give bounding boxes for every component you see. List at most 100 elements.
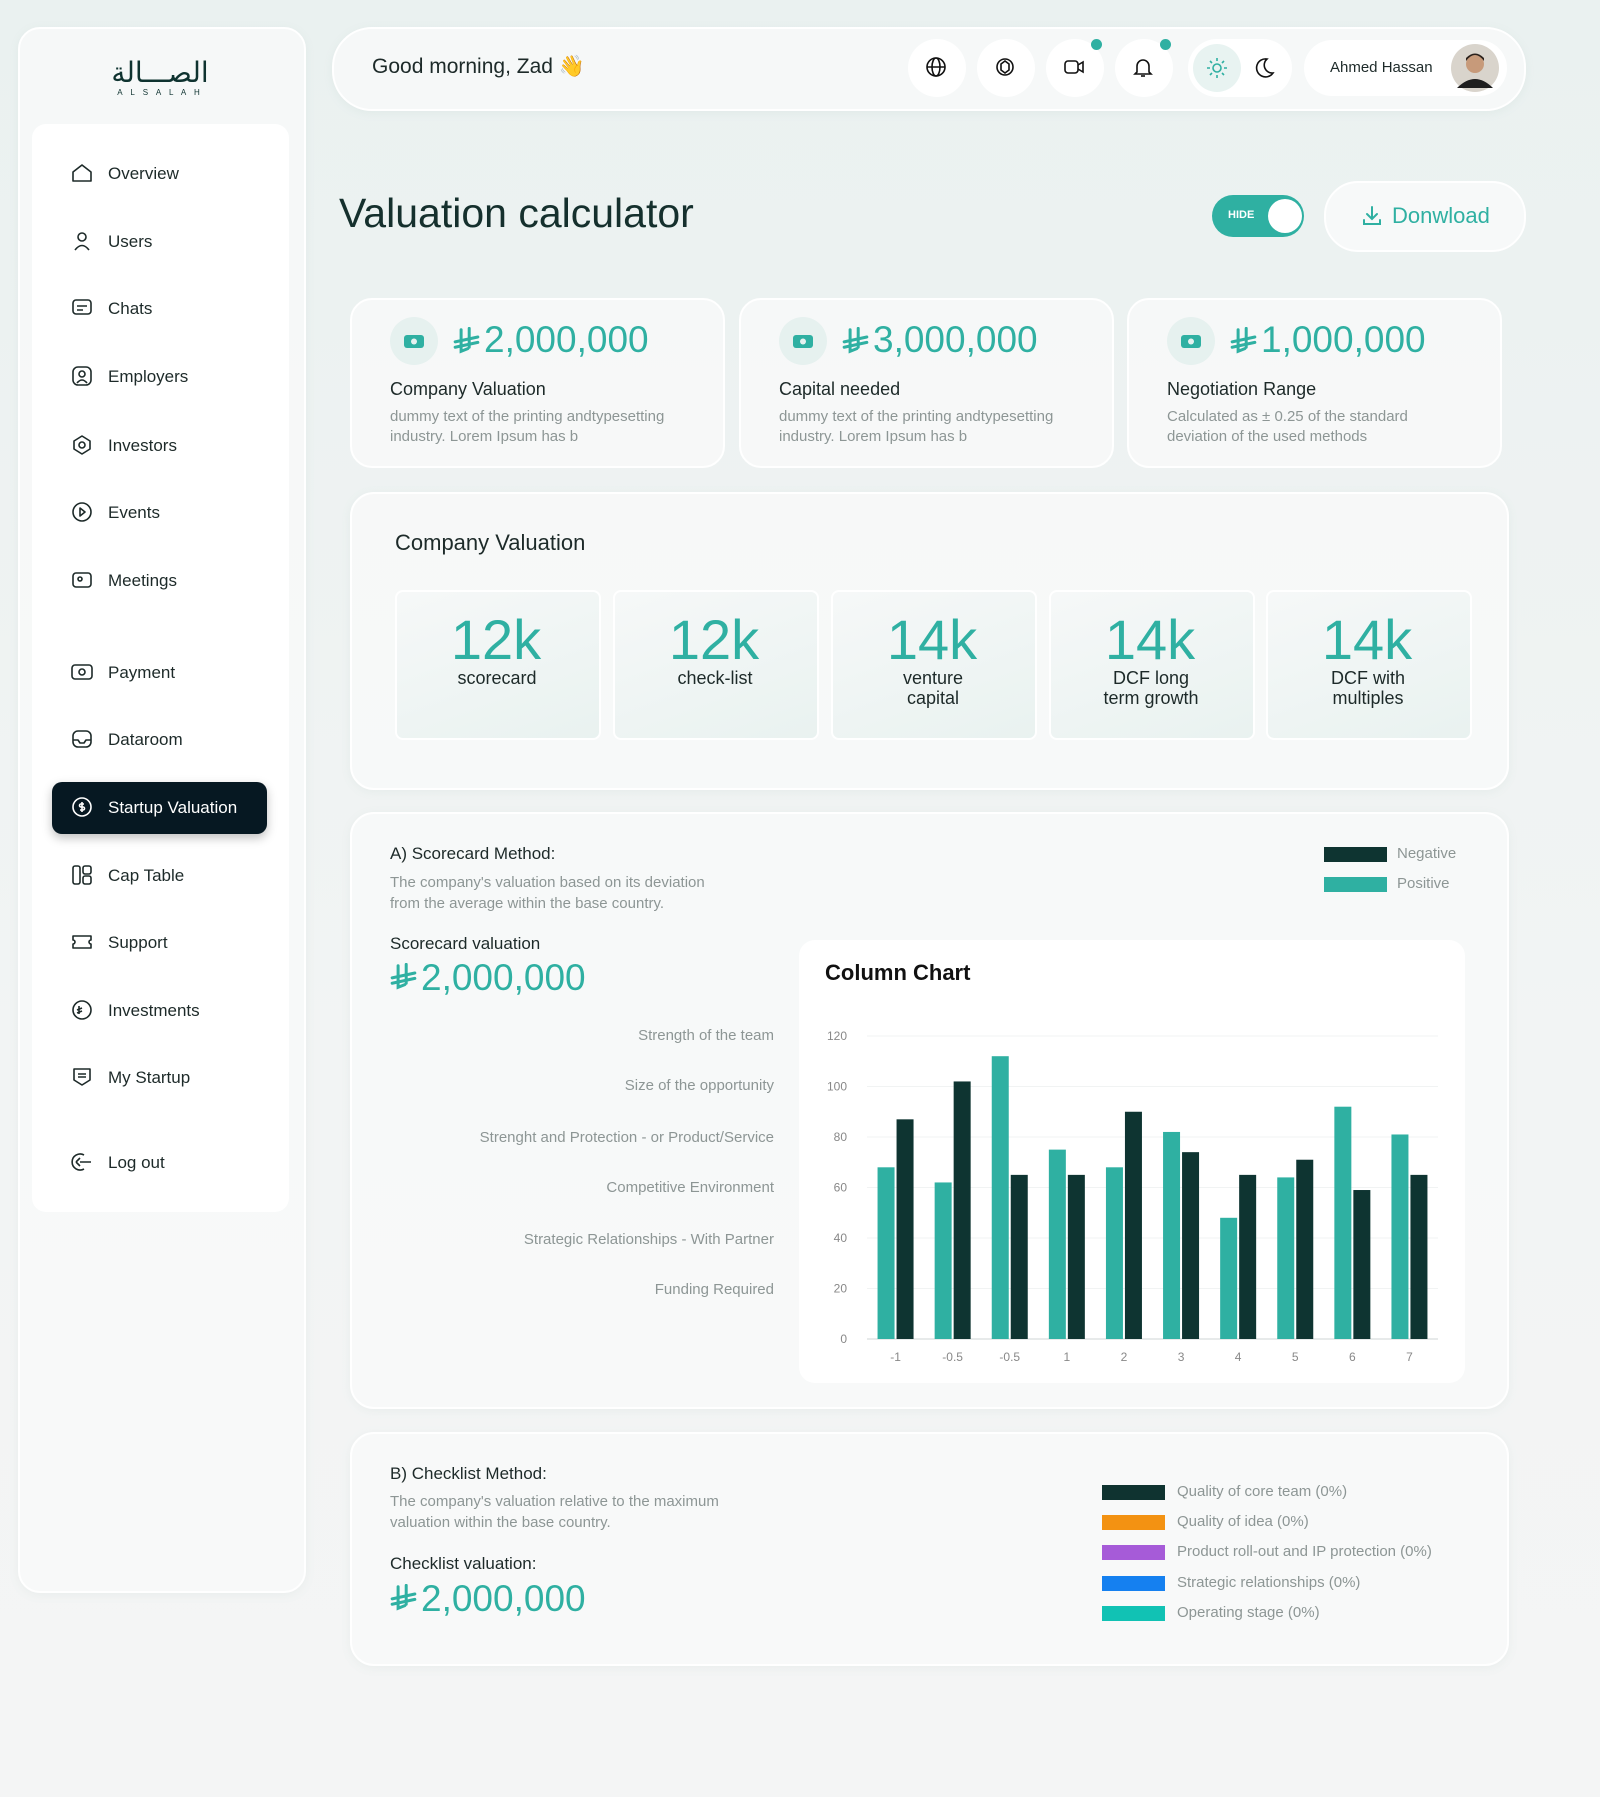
bar [1163, 1131, 1181, 1339]
nav-icon [71, 664, 93, 680]
top-icon [1064, 60, 1084, 74]
legend-swatch [1324, 877, 1387, 892]
logo-arabic: الصـــالة [111, 57, 209, 88]
bar [1391, 1134, 1409, 1339]
currency-symbol [390, 1584, 417, 1611]
nav-item[interactable]: Startup Valuation [108, 798, 238, 817]
bar [1296, 1159, 1314, 1339]
logout-icon [71, 1153, 91, 1171]
x-tick-label: -1 [890, 1350, 901, 1364]
notification-dot [1160, 39, 1171, 50]
factor-label: Strategic Relationships - With Partner [523, 1231, 774, 1248]
avatar [1451, 44, 1499, 92]
bar [991, 1056, 1009, 1339]
checklist-description: The company's valuation relative to the … [390, 1493, 719, 1531]
method-tile [1266, 590, 1472, 740]
method-value: 14k [886, 608, 978, 671]
card-title: Negotiation Range [1167, 379, 1317, 399]
factor-label: Strenght and Protection - or Product/Ser… [479, 1129, 774, 1146]
checklist-title: B) Checklist Method: [390, 1464, 547, 1483]
nav-icon [72, 366, 92, 386]
card-description: dummy text of the printing andtypesettin… [390, 408, 665, 445]
nav-icon [72, 865, 92, 885]
nav-item[interactable]: Payment [108, 663, 176, 682]
method-value: 12k [450, 608, 542, 671]
bar [1239, 1174, 1257, 1339]
bar [877, 1167, 895, 1339]
card-amount: 3,000,000 [873, 319, 1038, 360]
nav-item[interactable]: My Startup [108, 1068, 191, 1087]
nav-icon [72, 502, 92, 522]
method-label: scorecard [457, 668, 537, 688]
icon-button[interactable] [908, 39, 966, 97]
legend-swatch [1102, 1575, 1165, 1591]
nav-item[interactable]: Employers [108, 367, 189, 386]
currency-symbol [453, 327, 480, 354]
bar [1220, 1217, 1238, 1339]
legend-swatch [1102, 1545, 1165, 1561]
nav-item[interactable]: Log out [108, 1153, 165, 1172]
factor-label: Funding Required [654, 1281, 774, 1298]
nav-item[interactable]: Dataroom [108, 730, 183, 749]
x-tick-label: 6 [1349, 1350, 1356, 1364]
method-tile [831, 590, 1037, 740]
y-tick-label: 40 [834, 1231, 848, 1245]
bar [1124, 1111, 1142, 1339]
method-value: 14k [1104, 608, 1196, 671]
nav-item[interactable]: Meetings [108, 571, 177, 590]
legend-label: Operating stage (0%) [1177, 1603, 1320, 1621]
nav-item[interactable]: Support [108, 933, 168, 952]
legend-label: Strategic relationships (0%) [1177, 1573, 1361, 1591]
nav-item[interactable]: Chats [108, 299, 153, 318]
legend-swatch [1102, 1515, 1165, 1531]
nav-item[interactable]: Overview [108, 164, 179, 183]
x-tick-label: 7 [1406, 1350, 1413, 1364]
method-tile [395, 590, 601, 740]
x-tick-label: -0.5 [999, 1350, 1020, 1364]
card-title: Company Valuation [390, 379, 546, 399]
top-icon [1133, 59, 1153, 77]
nav-item[interactable]: Users [108, 232, 153, 251]
download-button[interactable] [1324, 181, 1526, 252]
method-tile [613, 590, 819, 740]
bar [1010, 1174, 1028, 1339]
user-name: Ahmed Hassan [1330, 59, 1433, 76]
valuation-amount: 2,000,000 [421, 1578, 586, 1619]
y-tick-label: 120 [827, 1029, 847, 1043]
icon-button[interactable] [977, 39, 1035, 97]
chart-title: Column Chart [825, 960, 971, 985]
nav-item[interactable]: Events [108, 503, 160, 522]
method-label: DCF with multiples [1330, 668, 1405, 708]
nav-item[interactable]: Investments [108, 1001, 200, 1020]
column-chart: Column Chart 0 20 40 60 80 100 120 -1 -0.5 -0.5 1 2… [825, 960, 1438, 1364]
scorecard-valuation-label: Scorecard valuation [390, 934, 541, 953]
bar [1067, 1174, 1085, 1339]
nav-icon [72, 299, 92, 315]
currency-symbol [1230, 327, 1257, 354]
nav-panel [32, 124, 289, 1212]
light-mode[interactable] [1193, 44, 1241, 92]
card-icon-glyph [1181, 335, 1201, 348]
top-icon [996, 58, 1014, 76]
bar [934, 1182, 952, 1339]
download-icon [1363, 206, 1381, 225]
checklist-valuation-label: Checklist valuation: [390, 1554, 537, 1573]
toggle-label: HIDE [1228, 209, 1255, 221]
bar [1105, 1167, 1123, 1339]
bar [953, 1081, 971, 1339]
card-amount: 1,000,000 [1261, 319, 1426, 360]
top-icon [926, 57, 946, 77]
method-label: venture capital [902, 668, 964, 708]
checklist-panel [350, 1432, 1509, 1666]
nav-item[interactable]: Investors [108, 436, 177, 455]
greeting: Good morning, Zad 👋 [372, 55, 585, 78]
y-tick-label: 60 [834, 1181, 848, 1195]
legend-label: Product roll-out and IP protection (0%) [1177, 1543, 1432, 1561]
factor-label: Competitive Environment [606, 1179, 774, 1196]
method-value: 12k [668, 608, 760, 671]
nav-item[interactable]: Cap Table [108, 866, 185, 885]
bar [1182, 1152, 1200, 1339]
method-label: check-list [677, 668, 753, 688]
x-tick-label: 1 [1064, 1350, 1071, 1364]
